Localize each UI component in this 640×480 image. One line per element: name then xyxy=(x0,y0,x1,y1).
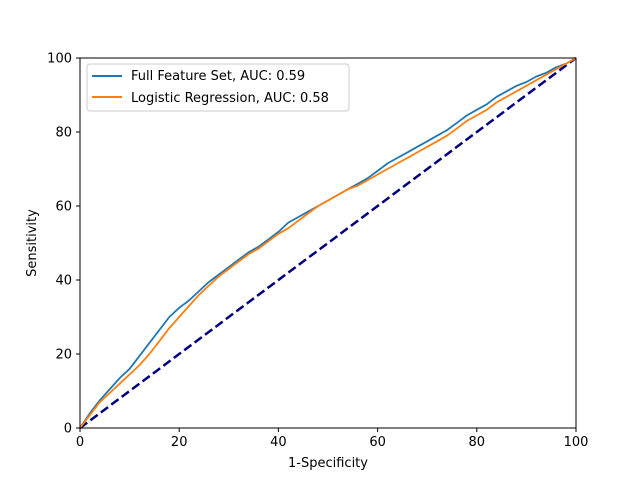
y-tick-label: 100 xyxy=(47,52,72,67)
x-tick-label: 60 xyxy=(369,435,386,450)
x-tick-label: 20 xyxy=(171,435,188,450)
series-line-logistic-regression xyxy=(79,57,577,429)
x-tick-label: 0 xyxy=(76,435,84,450)
y-axis-label: Sensitivity xyxy=(25,209,40,277)
legend-box xyxy=(86,63,350,112)
chance-diagonal-line xyxy=(79,56,577,430)
plot-area xyxy=(79,56,577,430)
y-tick-label: 60 xyxy=(55,200,72,215)
y-tick-label: 20 xyxy=(55,348,72,363)
y-axis-ticks: 0 20 40 60 80 100 xyxy=(47,52,80,437)
x-tick-label: 80 xyxy=(469,435,486,450)
legend: Full Feature Set, AUC: 0.59 Logistic Reg… xyxy=(86,63,350,112)
legend-label-full-feature-set: Full Feature Set, AUC: 0.59 xyxy=(131,69,305,84)
y-tick-label: 80 xyxy=(55,126,72,141)
y-tick-label: 40 xyxy=(55,274,72,289)
axes-frame xyxy=(79,57,577,429)
x-tick-label: 100 xyxy=(564,435,589,450)
x-tick-label: 40 xyxy=(270,435,287,450)
x-axis-label: 1-Specificity xyxy=(288,456,368,471)
x-axis-ticks: 0 20 40 60 80 100 xyxy=(76,428,589,450)
legend-label-logistic-regression: Logistic Regression, AUC: 0.58 xyxy=(131,91,329,106)
y-tick-label: 0 xyxy=(64,422,72,437)
